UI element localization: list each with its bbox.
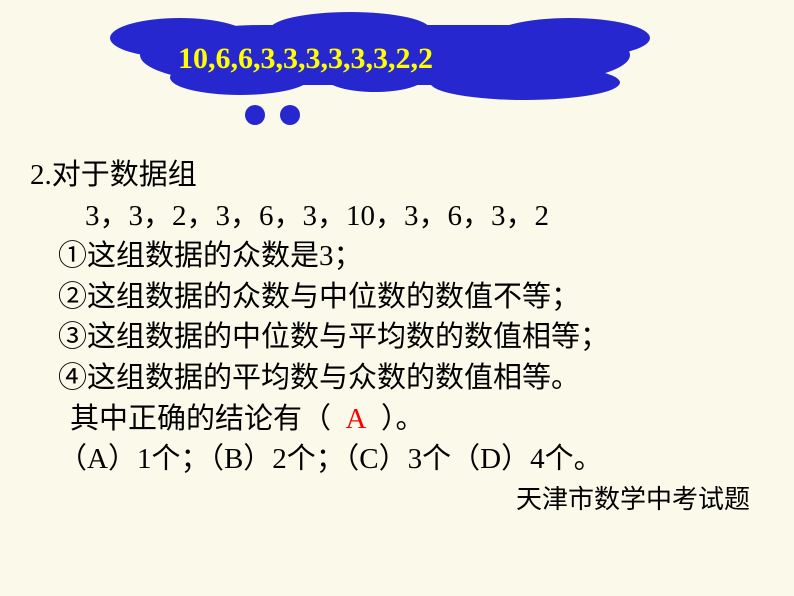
question-number: 2. — [30, 159, 52, 191]
question-data: 3，3，2，3，6，3，10，3，6，3，2 — [30, 196, 770, 237]
cloud-shape — [430, 65, 620, 100]
cloud-dot — [280, 105, 300, 125]
question-options: （A）1个；（B）2个；（C）3个（D）4个。 — [30, 439, 770, 480]
question-content: 2.对于数据组 3，3，2，3，6，3，10，3，6，3，2 ①这组数据的众数是… — [30, 155, 770, 518]
cloud-dot — [245, 105, 265, 125]
answer-letter: A — [346, 403, 367, 435]
statement-1: ①这组数据的众数是3； — [30, 236, 770, 277]
prompt-after: ）。 — [381, 403, 425, 435]
sorted-data-text: 10,6,6,3,3,3,3,3,3,2,2 — [178, 42, 433, 76]
prompt-before: 其中正确的结论有（ — [70, 403, 331, 435]
statement-2: ②这组数据的众数与中位数的数值不等； — [30, 277, 770, 318]
statement-3: ③这组数据的中位数与平均数的数值相等； — [30, 317, 770, 358]
statement-4: ④这组数据的平均数与众数的数值相等。 — [30, 358, 770, 399]
question-stem: 2.对于数据组 — [30, 155, 770, 196]
question-stem-text: 对于数据组 — [52, 159, 197, 191]
question-prompt: 其中正确的结论有（ A ）。 — [30, 399, 770, 440]
question-source: 天津市数学中考试题 — [30, 482, 770, 518]
